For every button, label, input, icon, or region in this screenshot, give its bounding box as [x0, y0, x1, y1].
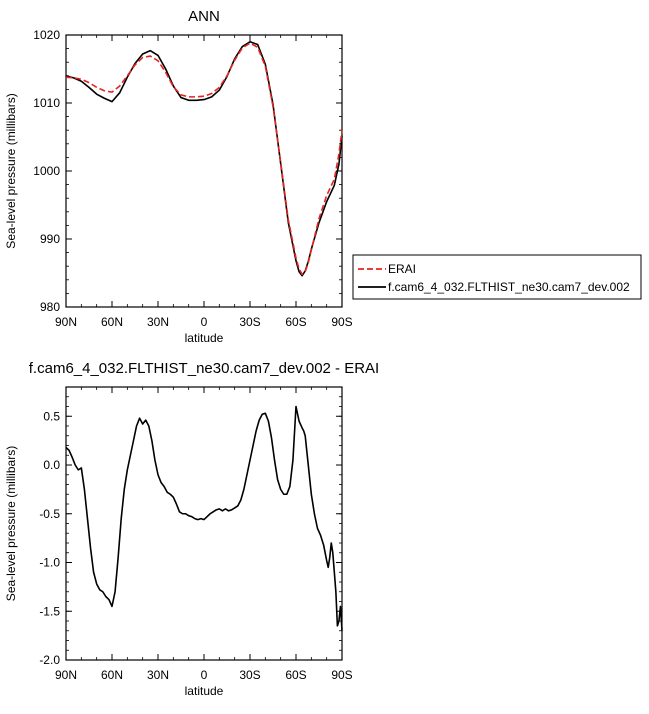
x-tick-label: 60N	[101, 668, 123, 682]
y-axis-label: Sea-level pressure (millibars)	[4, 446, 18, 601]
y-tick-label: 0.5	[43, 409, 60, 423]
y-tick-label: 990	[40, 232, 60, 246]
x-tick-label: 90S	[331, 315, 352, 329]
y-tick-label: 0.0	[43, 458, 60, 472]
x-tick-label: 60N	[101, 315, 123, 329]
x-axis-label: latitude	[185, 684, 224, 698]
series-line-0	[65, 42, 343, 276]
x-tick-label: 90N	[55, 315, 77, 329]
y-tick-label: -2.0	[39, 653, 60, 667]
x-tick-label: 0	[201, 315, 208, 329]
plot-frame	[65, 34, 343, 308]
y-tick-label: -0.5	[39, 507, 60, 521]
bottom-panel-difference: f.cam6_4_032.FLTHIST_ne30.cam7_dev.002 -…	[4, 360, 379, 698]
plot-frame	[65, 386, 343, 661]
x-tick-label: 90N	[55, 668, 77, 682]
x-tick-label: 30N	[147, 668, 169, 682]
y-tick-label: 1020	[33, 28, 60, 42]
chart-title: f.cam6_4_032.FLTHIST_ne30.cam7_dev.002 -…	[29, 360, 379, 377]
x-tick-label: 60S	[285, 315, 306, 329]
y-tick-label: 980	[40, 300, 60, 314]
y-tick-label: -1.5	[39, 604, 60, 618]
legend-entry-0: ERAI	[388, 262, 416, 276]
x-tick-label: 30S	[239, 668, 260, 682]
x-tick-label: 60S	[285, 668, 306, 682]
x-axis-label: latitude	[185, 331, 224, 345]
top-panel-ann: ANN 90N 60N 30N 0 30S 60S 90S 1020 1010 1000 990 980…	[4, 8, 353, 345]
x-tick-label: 30N	[147, 315, 169, 329]
x-tick-label: 90S	[331, 668, 352, 682]
y-tick-label: 1000	[33, 164, 60, 178]
x-tick-label: 30S	[239, 315, 260, 329]
legend-entry-1: f.cam6_4_032.FLTHIST_ne30.cam7_dev.002	[388, 280, 630, 294]
legend-box	[352, 254, 642, 300]
x-tick-label: 0	[201, 668, 208, 682]
legend: ERAI f.cam6_4_032.FLTHIST_ne30.cam7_dev.0…	[352, 254, 642, 300]
y-tick-label: 1010	[33, 96, 60, 110]
y-tick-label: -1.0	[39, 556, 60, 570]
series-line-0	[65, 405, 343, 631]
chart-title: ANN	[188, 8, 220, 25]
y-axis-label: Sea-level pressure (millibars)	[4, 93, 18, 248]
series-line-1	[65, 40, 343, 277]
